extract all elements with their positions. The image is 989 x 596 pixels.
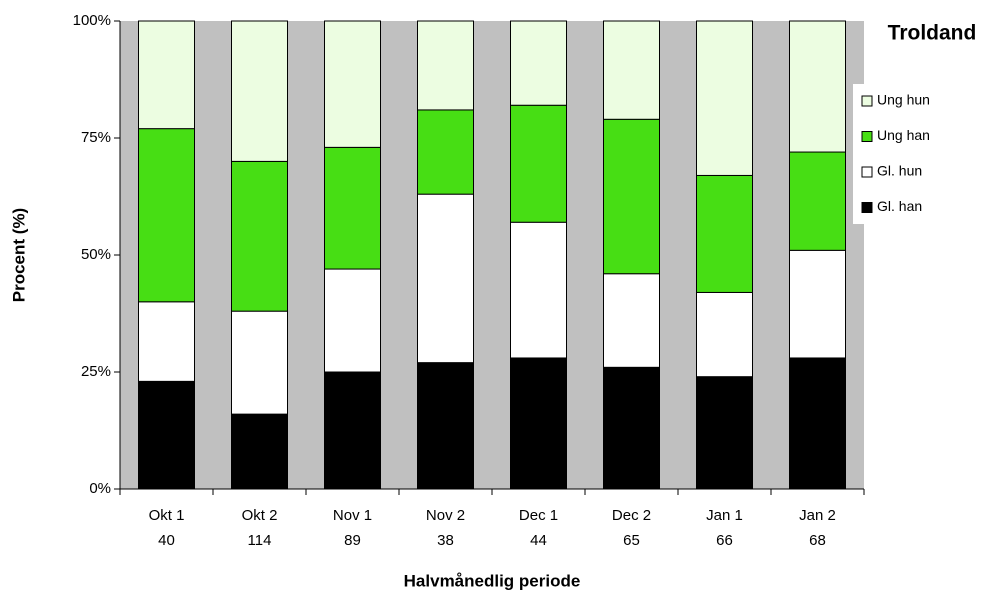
x-tick-count: 114 — [248, 532, 272, 549]
legend-swatch — [861, 95, 873, 107]
chart-title: Troldand — [888, 22, 977, 45]
y-tick-label: 0% — [89, 480, 111, 497]
bar-segment — [324, 268, 381, 373]
bar-segment — [603, 20, 660, 120]
x-tick-count: 68 — [809, 532, 826, 549]
legend-label: Ung han — [877, 127, 930, 143]
bar-segment — [138, 301, 195, 382]
legend-label: Gl. han — [877, 198, 922, 214]
x-tick-count: 40 — [158, 532, 175, 549]
bar-segment — [696, 291, 753, 378]
bar-segment — [789, 151, 846, 251]
bar-segment — [510, 357, 567, 490]
y-tick-label: 25% — [81, 363, 111, 380]
x-tick-label: Nov 2 — [426, 507, 465, 524]
bar-segment — [138, 380, 195, 490]
x-tick-label: Dec 2 — [612, 507, 651, 524]
bar-segment — [603, 273, 660, 368]
bar-segment — [417, 109, 474, 195]
bar-segment — [231, 310, 288, 415]
bar-segment — [231, 413, 288, 490]
y-tick-label: 100% — [73, 12, 111, 29]
legend-swatch — [861, 166, 873, 178]
bar-segment — [603, 118, 660, 275]
bar-segment — [417, 362, 474, 490]
bar-segment — [138, 128, 195, 303]
bar-segment — [510, 221, 567, 359]
x-tick-label: Jan 2 — [799, 507, 836, 524]
x-axis-title: Halvmånedlig periode — [404, 571, 581, 590]
x-tick-label: Okt 1 — [149, 507, 185, 524]
bar-segment — [510, 104, 567, 223]
bar-segment — [789, 20, 846, 153]
x-tick-count: 38 — [437, 532, 454, 549]
bar-segment — [138, 20, 195, 130]
x-tick-label: Okt 2 — [242, 507, 278, 524]
bar-segment — [324, 371, 381, 490]
bar-segment — [417, 20, 474, 111]
bar-segment — [696, 174, 753, 293]
bar-segment — [324, 20, 381, 148]
bar-segment — [603, 366, 660, 490]
x-tick-label: Dec 1 — [519, 507, 558, 524]
bar-segment — [324, 146, 381, 270]
y-tick-label: 50% — [81, 246, 111, 263]
legend-box — [853, 84, 975, 224]
bar-segment — [231, 20, 288, 162]
x-tick-label: Nov 1 — [333, 507, 372, 524]
bar-segment — [231, 160, 288, 312]
x-tick-count: 89 — [344, 532, 361, 549]
x-tick-count: 65 — [623, 532, 640, 549]
bar-segment — [789, 357, 846, 490]
bar-segment — [789, 249, 846, 359]
bar-segment — [696, 376, 753, 490]
legend-label: Ung hun — [877, 92, 930, 108]
x-tick-label: Jan 1 — [706, 507, 743, 524]
y-tick-label: 75% — [81, 129, 111, 146]
legend-label: Gl. hun — [877, 163, 922, 179]
x-tick-count: 44 — [530, 532, 547, 549]
legend-swatch — [861, 131, 873, 142]
bar-segment — [510, 20, 567, 106]
y-axis-title: Procent (%) — [9, 208, 28, 302]
bar-segment — [417, 193, 474, 364]
bar-segment — [696, 20, 753, 176]
x-tick-count: 66 — [716, 532, 733, 549]
legend-swatch — [861, 202, 873, 213]
